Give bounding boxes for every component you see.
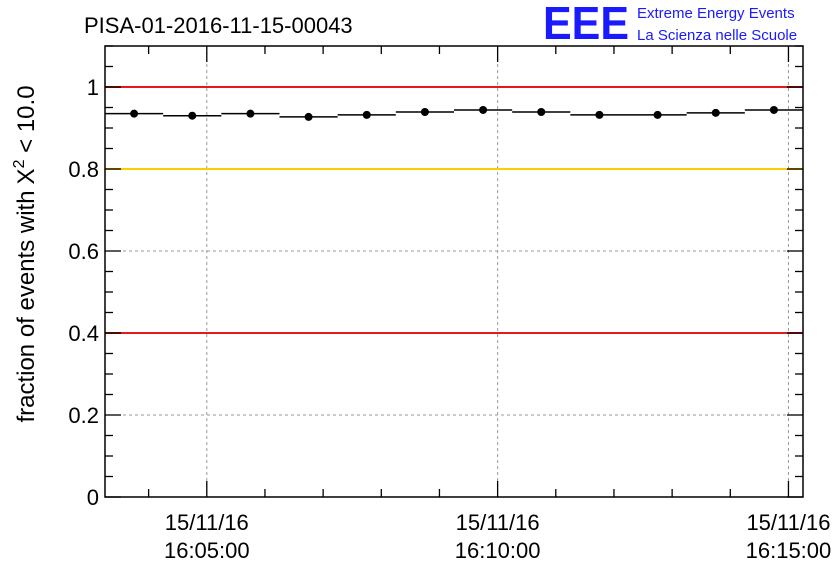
y-tick-label: 0.4 (68, 321, 99, 346)
data-point (362, 110, 371, 119)
logo-line-1: Extreme Energy Events (637, 5, 795, 22)
y-axis-label-threshold: < 10.0 (13, 85, 40, 159)
data-point (653, 110, 662, 119)
y-tick-label: 0.8 (68, 157, 99, 182)
x-tick-label-date: 15/11/16 (746, 510, 830, 535)
y-axis-label-symbol: X (13, 168, 40, 184)
x-tick-label-date: 15/11/16 (165, 510, 249, 535)
data-point (130, 109, 139, 118)
tick-labels: 0 0.2 0.4 0.6 0.8 1 15/11/16 16:05:00 15/11/16 16… (68, 75, 831, 563)
data-point (595, 110, 604, 119)
threshold-lines (105, 86, 803, 334)
data-point (769, 105, 778, 114)
x-tick-label-date: 15/11/16 (456, 510, 540, 535)
x-tick-label-time: 16:15:00 (746, 538, 832, 563)
y-tick-label: 0.2 (68, 403, 99, 428)
axes (104, 45, 804, 498)
x-tick-label-time: 16:10:00 (455, 538, 541, 563)
y-axis-label: fraction of events with X2 < 10.0 (11, 85, 40, 422)
data-point (420, 108, 429, 117)
data-point (246, 109, 255, 118)
plot-frame (104, 45, 804, 498)
grid (105, 46, 803, 497)
y-axis-label-superscript: 2 (11, 159, 28, 168)
logo-line-2: La Scienza nelle Scuole (637, 27, 797, 44)
data-point (188, 111, 197, 120)
logo-mark: EEE (543, 0, 629, 49)
data-point (304, 112, 313, 121)
data-point (479, 105, 488, 114)
y-tick-label: 1 (87, 75, 99, 100)
chart-title: PISA-01-2016-11-15-00043 (84, 13, 353, 38)
eee-logo: EEE Extreme Energy Events La Scienza nel… (543, 0, 797, 49)
data-series (105, 105, 803, 121)
data-point (711, 108, 720, 117)
x-tick-label-time: 16:05:00 (164, 538, 250, 563)
data-point (537, 108, 546, 117)
y-tick-label: 0.6 (68, 239, 99, 264)
y-tick-label: 0 (87, 485, 99, 510)
y-axis-label-text: fraction of events with (13, 190, 40, 422)
